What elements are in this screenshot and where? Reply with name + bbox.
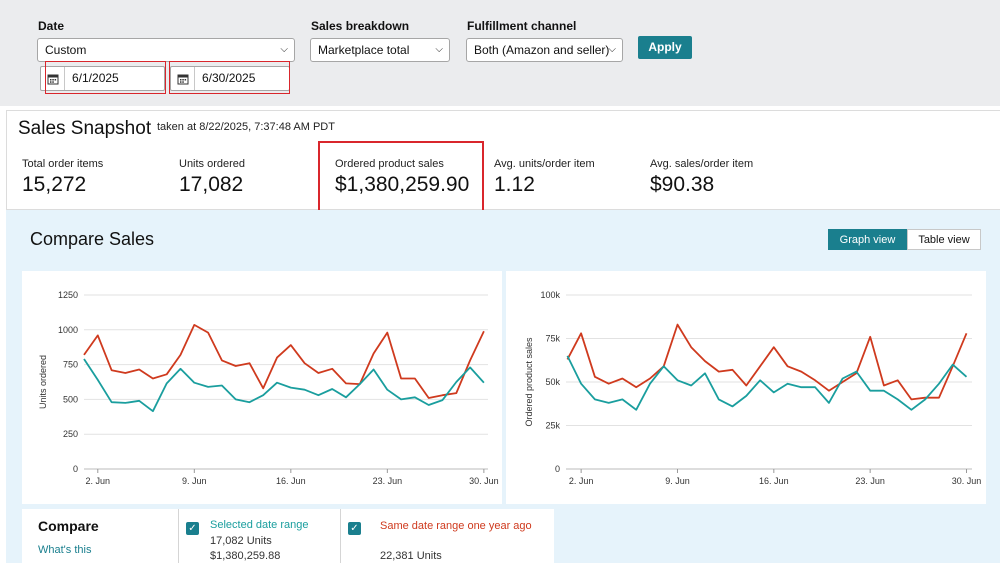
sales-breakdown-select[interactable]: Marketplace total ⌵: [310, 38, 450, 62]
y-tick-label: 500: [63, 394, 78, 404]
x-tick-label: 30. Jun: [469, 476, 499, 486]
y-tick-label: 100k: [540, 290, 560, 300]
y-axis-label: Ordered product sales: [524, 337, 534, 427]
metric-value-total-order-items: 15,272: [22, 173, 87, 196]
selected-range-units: 17,082 Units: [210, 535, 272, 547]
date-range-value: Custom: [45, 43, 87, 57]
selected-range-checkbox[interactable]: ✓: [186, 522, 199, 535]
ordered-product-sales-chart: 0 25k 50k 75k 100k 2. Jun 9. Jun 16. Jun 23. Jun…: [506, 271, 986, 504]
previous-range-checkbox[interactable]: ✓: [348, 522, 361, 535]
sales-breakdown-label: Sales breakdown: [311, 19, 410, 33]
y-tick-label: 0: [555, 464, 560, 474]
fulfillment-channel-label: Fulfillment channel: [467, 19, 577, 33]
series-line-selected-range: [83, 358, 485, 413]
x-tick-label: 23. Jun: [855, 476, 885, 486]
metric-value-ordered-product-sales: $1,380,259.90: [335, 173, 470, 196]
sales-breakdown-value: Marketplace total: [318, 43, 410, 57]
metric-value-units-ordered: 17,082: [179, 173, 244, 196]
date-label: Date: [38, 19, 65, 33]
previous-range-units: 22,381 Units: [380, 550, 442, 562]
y-tick-label: 0: [73, 464, 78, 474]
y-axis-label: Units ordered: [38, 355, 48, 409]
metric-label-avg-units: Avg. units/order item: [494, 158, 595, 170]
table-view-button[interactable]: Table view: [907, 229, 981, 250]
x-tick-label: 9. Jun: [665, 476, 690, 486]
chevron-down-icon: ⌵: [280, 44, 288, 55]
start-date-field[interactable]: 6/1/2025: [40, 66, 165, 91]
units-ordered-chart: 0 250 500 750 1000 1250 2. Jun 9. Jun 16. Jun 23.…: [22, 271, 502, 504]
y-tick-label: 1250: [58, 290, 78, 300]
compare-sales-title: Compare Sales: [30, 229, 155, 249]
snapshot-timestamp: taken at 8/22/2025, 7:37:48 AM PDT: [157, 121, 335, 133]
ordered-product-sales-chart-svg: 0 25k 50k 75k 100k 2. Jun 9. Jun 16. Jun 23. Jun…: [524, 290, 982, 486]
x-tick-label: 2. Jun: [86, 476, 111, 486]
fulfillment-channel-value: Both (Amazon and seller): [474, 43, 610, 57]
metric-label-avg-sales: Avg. sales/order item: [650, 158, 754, 170]
sales-snapshot-title: Sales Snapshot: [18, 118, 152, 139]
start-date-value: 6/1/2025: [72, 71, 119, 85]
metric-value-avg-units: 1.12: [494, 173, 535, 196]
divider: [340, 509, 341, 563]
metric-value-avg-sales: $90.38: [650, 173, 715, 196]
y-tick-label: 1000: [58, 325, 78, 335]
metric-label-total-order-items: Total order items: [22, 158, 104, 170]
end-date-value: 6/30/2025: [202, 71, 256, 85]
selected-range-label: Selected date range: [210, 519, 309, 531]
calendar-icon[interactable]: [171, 67, 195, 90]
selected-range-sales: $1,380,259.88: [210, 550, 281, 562]
compare-legend-title: Compare: [38, 518, 99, 534]
date-range-select[interactable]: Custom ⌵: [37, 38, 295, 62]
y-tick-label: 25k: [545, 421, 560, 431]
metric-label-units-ordered: Units ordered: [179, 158, 246, 170]
x-tick-label: 9. Jun: [182, 476, 207, 486]
series-line-selected-range: [566, 355, 968, 411]
divider: [178, 509, 179, 563]
graph-view-button[interactable]: Graph view: [828, 229, 907, 250]
series-line-previous-year: [83, 324, 485, 399]
y-tick-label: 50k: [545, 377, 560, 387]
series-line-previous-year: [566, 323, 968, 401]
fulfillment-channel-select[interactable]: Both (Amazon and seller) ⌵: [466, 38, 623, 62]
chevron-down-icon: ⌵: [608, 44, 616, 55]
x-tick-label: 30. Jun: [952, 476, 982, 486]
previous-range-label: Same date range one year ago: [380, 520, 532, 532]
metric-label-ordered-product-sales: Ordered product sales: [335, 158, 444, 170]
x-tick-label: 16. Jun: [759, 476, 789, 486]
chevron-down-icon: ⌵: [435, 44, 443, 55]
apply-button[interactable]: Apply: [638, 36, 692, 59]
units-ordered-chart-svg: 0 250 500 750 1000 1250 2. Jun 9. Jun 16. Jun 23.…: [38, 290, 499, 486]
x-tick-label: 2. Jun: [569, 476, 594, 486]
calendar-icon[interactable]: [41, 67, 65, 90]
sales-snapshot-panel: [6, 110, 1000, 210]
y-tick-label: 250: [63, 429, 78, 439]
y-tick-label: 750: [63, 360, 78, 370]
whats-this-link[interactable]: What's this: [38, 544, 92, 556]
end-date-field[interactable]: 6/30/2025: [170, 66, 290, 91]
compare-legend-panel: [22, 509, 554, 563]
x-tick-label: 16. Jun: [276, 476, 306, 486]
x-tick-label: 23. Jun: [373, 476, 403, 486]
y-tick-label: 75k: [545, 334, 560, 344]
